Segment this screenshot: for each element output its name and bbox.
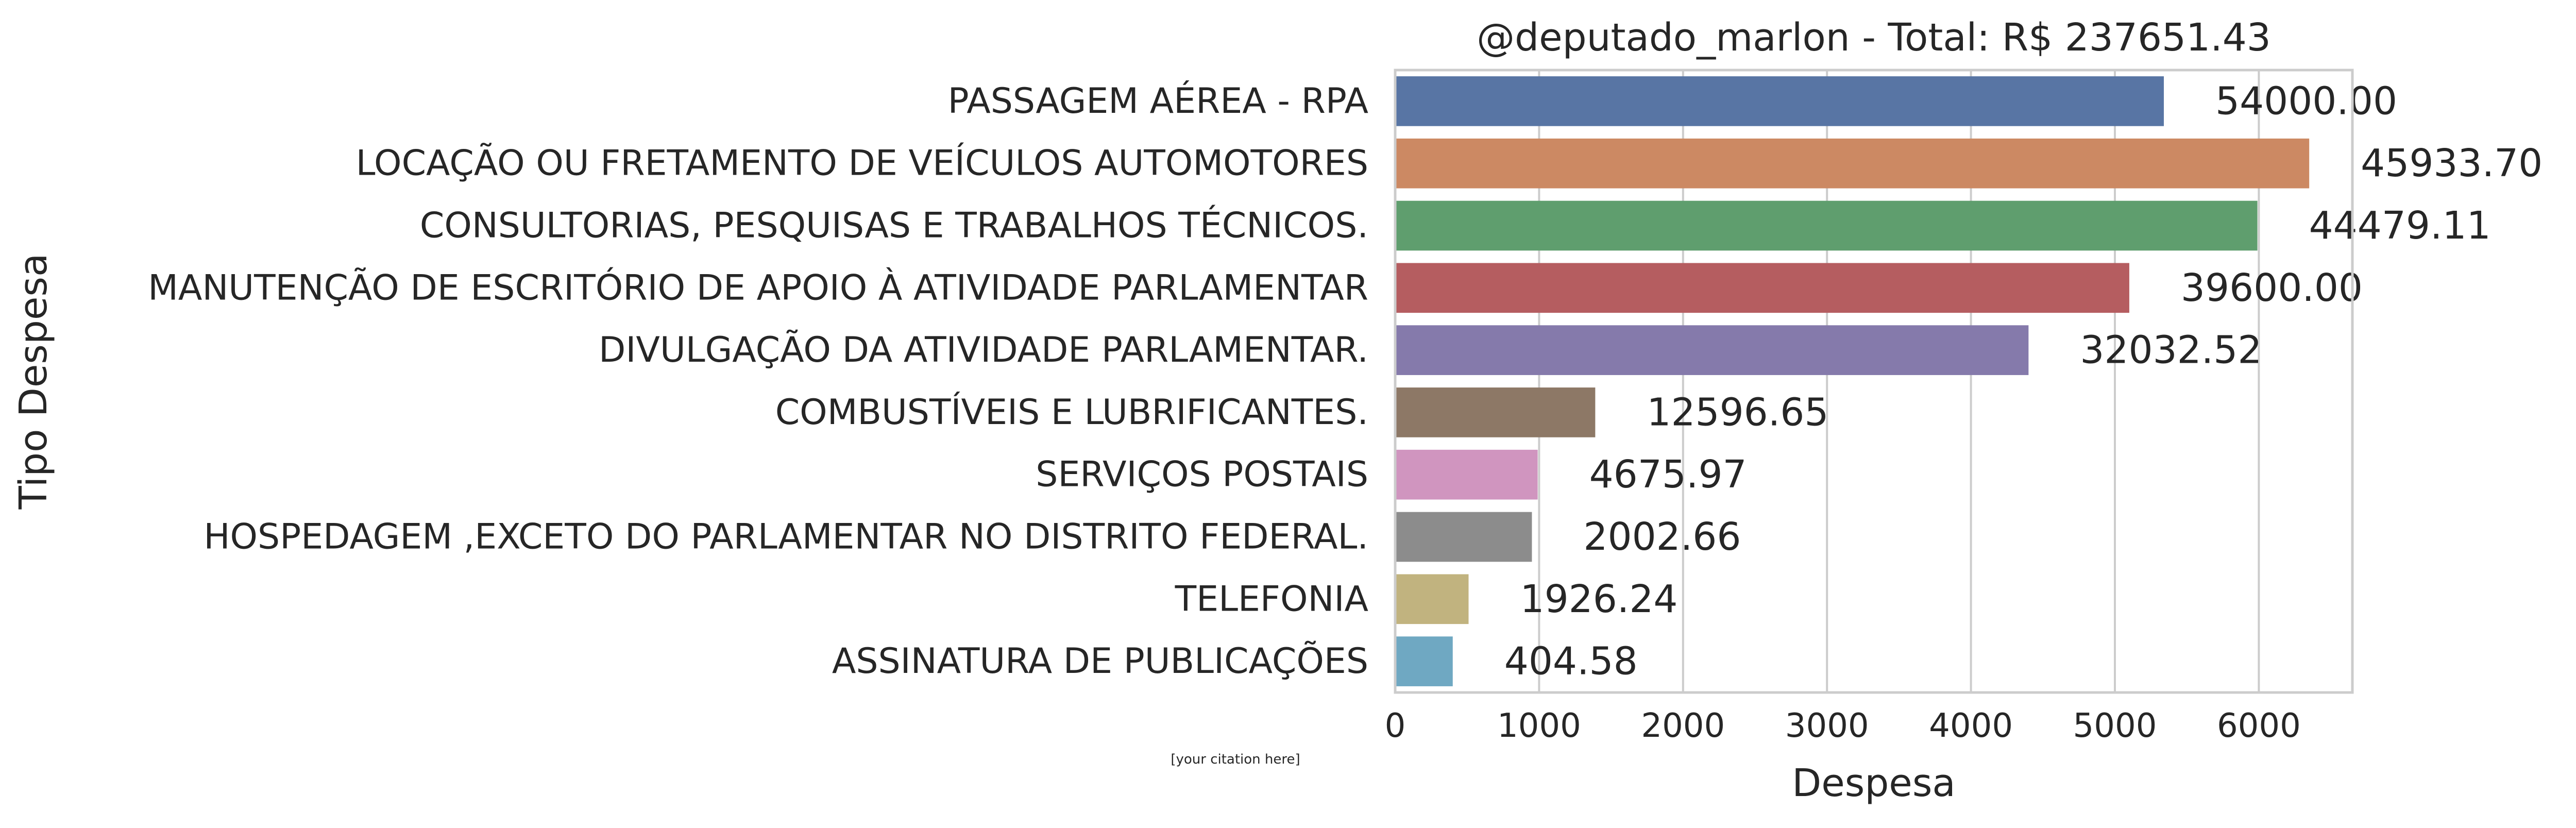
bar xyxy=(1395,512,1532,562)
data-label: 404.58 xyxy=(1504,639,1638,684)
category-label: LOCAÇÃO OU FRETAMENTO DE VEÍCULOS AUTOMO… xyxy=(356,143,1368,184)
bar xyxy=(1395,325,2029,375)
data-label: 1926.24 xyxy=(1520,577,1677,621)
category-label: HOSPEDAGEM ,EXCETO DO PARLAMENTAR NO DIS… xyxy=(204,517,1368,557)
bar xyxy=(1395,449,1538,500)
data-label: 44479.11 xyxy=(2309,204,2491,248)
category-label: MANUTENÇÃO DE ESCRITÓRIO DE APOIO À ATIV… xyxy=(148,267,1368,308)
plot-frame xyxy=(1394,69,2354,694)
data-label: 2002.66 xyxy=(1583,515,1741,559)
bar xyxy=(1395,200,2258,251)
category-label: COMBUSTÍVEIS E LUBRIFICANTES. xyxy=(775,392,1368,433)
data-label: 45933.70 xyxy=(2361,141,2543,185)
bar xyxy=(1395,263,2129,313)
data-label: 12596.65 xyxy=(1647,390,1828,434)
x-tick-label: 2000 xyxy=(1641,707,1725,745)
x-tick-label: 0 xyxy=(1385,707,1406,745)
category-label: TELEFONIA xyxy=(1175,579,1368,619)
bars xyxy=(1395,76,2310,686)
bar xyxy=(1395,636,1453,686)
x-tick-label: 5000 xyxy=(2073,707,2157,745)
x-tick-label: 6000 xyxy=(2217,707,2301,745)
category-label: CONSULTORIAS, PESQUISAS E TRABALHOS TÉCN… xyxy=(420,205,1368,246)
citation-text: [your citation here] xyxy=(1171,752,1300,767)
category-label: ASSINATURA DE PUBLICAÇÕES xyxy=(832,641,1368,682)
category-label: SERVIÇOS POSTAIS xyxy=(1036,454,1368,495)
data-label: 4675.97 xyxy=(1589,452,1747,497)
data-label: 32032.52 xyxy=(2080,328,2262,373)
bar xyxy=(1395,574,1469,624)
data-label: 39600.00 xyxy=(2181,266,2363,310)
x-axis-label: Despesa xyxy=(1792,761,1955,805)
x-tick-label: 3000 xyxy=(1785,707,1869,745)
x-tick-label: 1000 xyxy=(1497,707,1581,745)
bar xyxy=(1395,387,1596,437)
chart-title: @deputado_marlon - Total: R$ 237651.43 xyxy=(1477,15,2271,60)
bar xyxy=(1395,76,2164,126)
data-label: 54000.00 xyxy=(2215,79,2397,123)
x-tick-label: 4000 xyxy=(1929,707,2013,745)
category-label: PASSAGEM AÉREA - RPA xyxy=(948,80,1368,122)
bar xyxy=(1395,138,2310,189)
y-axis-label: Tipo Despesa xyxy=(11,254,56,510)
category-label: DIVULGAÇÃO DA ATIVIDADE PARLAMENTAR. xyxy=(599,329,1368,370)
